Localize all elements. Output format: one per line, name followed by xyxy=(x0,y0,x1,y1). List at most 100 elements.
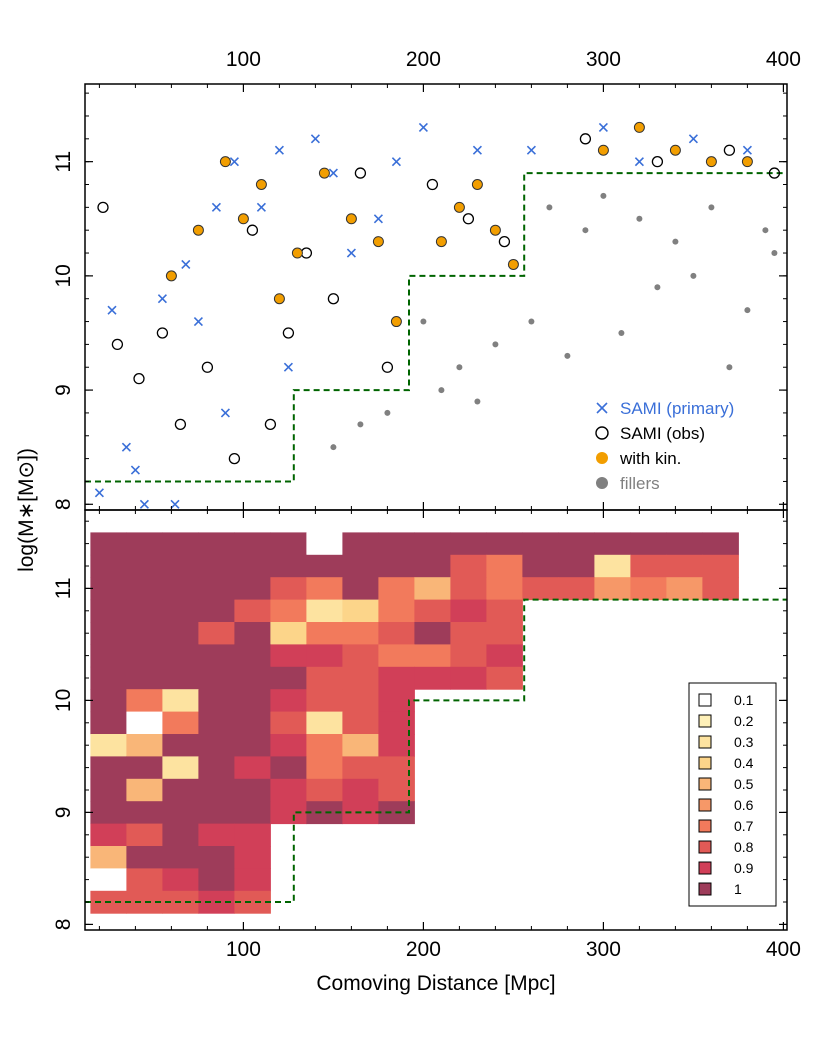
kin-point xyxy=(633,121,645,133)
heatmap-cell xyxy=(306,577,343,601)
heatmap-cell xyxy=(306,532,343,556)
heatmap-cell xyxy=(126,599,163,623)
obs-point xyxy=(111,338,124,351)
filler-point xyxy=(690,272,697,279)
heatmap-cell xyxy=(342,577,379,601)
heatmap-cell xyxy=(378,778,415,802)
primary-point xyxy=(170,499,180,509)
heatmap-cell xyxy=(126,644,163,668)
primary-point xyxy=(598,122,608,132)
heatmap-cell xyxy=(378,622,415,645)
heatmap-cell xyxy=(342,666,379,690)
heatmap-cell xyxy=(450,644,487,668)
primary-point-stroke xyxy=(157,294,167,304)
heatmap-cell xyxy=(378,644,415,668)
colorbar-label: 0.3 xyxy=(734,734,754,750)
heatmap-cell xyxy=(342,554,379,578)
heatmap-cell xyxy=(306,599,343,623)
obs-point xyxy=(201,361,214,373)
bottom-x-tick-label: 300 xyxy=(586,938,621,961)
primary-point xyxy=(310,134,320,144)
heatmap-cell xyxy=(522,554,559,578)
heatmap-cell xyxy=(126,890,163,914)
heatmap-cell xyxy=(486,644,523,668)
filler-point xyxy=(618,329,625,336)
heatmap-cell xyxy=(90,689,127,713)
primary-point xyxy=(742,145,752,155)
obs-point xyxy=(768,167,781,179)
heatmap-cell xyxy=(90,532,127,556)
heatmap-cell xyxy=(126,756,163,780)
primary-point xyxy=(229,157,239,167)
primary-point-stroke xyxy=(181,259,191,270)
heatmap-cell xyxy=(198,666,235,690)
primary-point-stroke xyxy=(598,122,608,132)
heatmap-cell xyxy=(522,577,559,601)
primary-point-stroke xyxy=(130,465,140,475)
filler-point xyxy=(546,204,553,211)
primary-point-stroke xyxy=(391,157,401,167)
primary-point-stroke xyxy=(346,248,356,258)
filler-point xyxy=(654,284,661,291)
heatmap-cell xyxy=(234,846,271,869)
primary-point xyxy=(107,305,117,315)
kin-point xyxy=(453,201,465,213)
heatmap-cell xyxy=(90,734,127,757)
heatmap-cell xyxy=(270,599,307,623)
colorbar-label: 0.5 xyxy=(734,776,754,792)
heatmap-cell xyxy=(90,644,127,668)
heatmap-cell xyxy=(378,711,415,735)
colorbar-label: 0.4 xyxy=(734,755,754,771)
heatmap-cell xyxy=(198,532,235,556)
obs-point xyxy=(282,327,295,339)
primary-point-stroke xyxy=(283,362,293,372)
primary-point-stroke xyxy=(256,202,266,212)
heatmap-cell xyxy=(270,666,307,690)
heatmap-cell xyxy=(486,554,523,578)
primary-point-stroke xyxy=(688,134,698,144)
heatmap-cell xyxy=(558,532,595,556)
heatmap-cell xyxy=(234,532,271,556)
colorbar-label: 0.6 xyxy=(734,797,754,813)
heatmap-cell xyxy=(378,756,415,780)
heatmap-ticks xyxy=(85,510,787,930)
heatmap-cell xyxy=(414,577,451,601)
heatmap-cell xyxy=(378,734,415,757)
kin-point xyxy=(597,144,609,156)
heatmap-cell xyxy=(198,554,235,578)
colorbar-swatch xyxy=(698,798,712,812)
filler-point xyxy=(672,238,679,245)
colorbar-swatch xyxy=(698,735,712,749)
primary-point xyxy=(94,488,104,498)
heatmap-cell xyxy=(162,801,199,825)
primary-point xyxy=(121,442,131,452)
heatmap-cell xyxy=(378,689,415,713)
heatmap-cell xyxy=(270,577,307,601)
scatter-legend: SAMI (primary) SAMI (obs) with kin. fillers xyxy=(595,399,734,493)
primary-point xyxy=(472,145,482,155)
heatmap-cell xyxy=(630,577,667,601)
heatmap-cell xyxy=(270,554,307,578)
heatmap-cell xyxy=(558,577,595,601)
obs-point xyxy=(156,327,169,339)
heatmap-cell xyxy=(306,689,343,713)
heatmap-cell xyxy=(270,689,307,713)
heatmap-cell xyxy=(90,599,127,623)
heatmap-cell xyxy=(486,666,523,690)
bottom-x-tick-label: 400 xyxy=(766,938,801,961)
top-x-tick-label: 300 xyxy=(586,48,621,71)
filler-point xyxy=(726,364,733,371)
heatmap-cell xyxy=(162,577,199,601)
heatmap-cell xyxy=(162,599,199,623)
heatmap-cell xyxy=(522,532,559,556)
heatmap-cell xyxy=(90,756,127,780)
filler-point xyxy=(564,352,571,359)
kin-point xyxy=(255,179,267,191)
heatmap-cell xyxy=(234,868,271,892)
heatmap-cell xyxy=(162,644,199,668)
colorbar-label: 0.7 xyxy=(734,818,754,834)
legend-x-marker xyxy=(596,402,608,414)
heatmap-cell xyxy=(306,554,343,578)
heatmap-cell xyxy=(126,801,163,825)
colorbar-label: 0.9 xyxy=(734,860,754,876)
